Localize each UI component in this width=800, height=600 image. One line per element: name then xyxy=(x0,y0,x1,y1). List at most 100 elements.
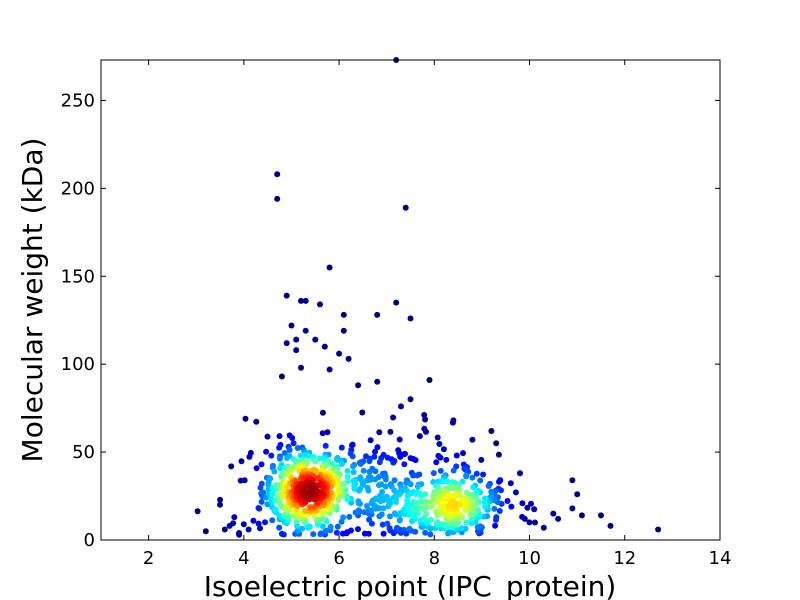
data-point xyxy=(289,435,296,441)
data-point xyxy=(485,483,492,489)
data-point xyxy=(350,463,356,470)
data-point xyxy=(221,526,228,533)
data-point xyxy=(302,327,309,334)
data-point xyxy=(378,511,385,518)
data-point xyxy=(319,409,326,416)
data-point xyxy=(348,527,354,534)
data-point xyxy=(492,522,499,529)
data-point xyxy=(430,496,437,503)
data-point xyxy=(422,491,429,498)
data-point xyxy=(283,292,290,299)
data-point xyxy=(276,455,283,462)
data-point xyxy=(437,467,444,474)
data-point xyxy=(426,377,433,383)
data-point xyxy=(478,456,485,463)
data-point xyxy=(283,340,290,347)
data-point xyxy=(433,459,440,466)
data-point xyxy=(293,347,300,354)
data-point xyxy=(274,195,281,202)
data-point xyxy=(598,512,604,519)
data-point xyxy=(217,501,223,508)
data-point xyxy=(387,428,394,435)
data-point xyxy=(578,512,585,519)
data-point xyxy=(526,519,533,526)
data-point xyxy=(269,517,276,524)
data-point xyxy=(319,463,326,470)
data-point xyxy=(407,396,414,403)
data-point xyxy=(357,460,364,467)
plot-frame xyxy=(100,59,721,541)
axis-ticks xyxy=(101,60,721,541)
data-point xyxy=(493,440,500,447)
data-point xyxy=(434,434,441,441)
data-point xyxy=(376,429,383,436)
data-point xyxy=(281,450,288,456)
data-point xyxy=(276,498,283,505)
data-point xyxy=(340,311,347,318)
data-point xyxy=(351,482,358,489)
data-point xyxy=(488,428,495,434)
data-point xyxy=(493,514,500,521)
data-point xyxy=(316,455,323,462)
data-point xyxy=(264,433,271,440)
data-point xyxy=(335,495,342,502)
data-point xyxy=(346,513,353,520)
data-point xyxy=(339,530,346,537)
data-point xyxy=(463,519,470,526)
data-point xyxy=(230,520,237,527)
data-point xyxy=(242,415,249,422)
data-point xyxy=(450,467,457,474)
data-point xyxy=(355,487,362,494)
data-point xyxy=(277,465,284,472)
data-point xyxy=(574,491,581,498)
data-point xyxy=(397,453,404,460)
data-point xyxy=(427,516,434,523)
data-point xyxy=(365,530,372,537)
data-point xyxy=(463,473,470,480)
y-tick-label: 0 xyxy=(84,530,95,551)
data-point xyxy=(495,451,502,458)
data-point xyxy=(488,488,495,495)
data-point xyxy=(477,477,484,484)
data-point xyxy=(423,510,430,517)
data-points xyxy=(194,57,662,538)
data-point xyxy=(481,499,488,506)
data-point xyxy=(528,500,534,507)
data-point xyxy=(274,171,281,178)
data-point xyxy=(217,496,224,503)
x-tick-label: 8 xyxy=(429,548,440,569)
data-point xyxy=(340,327,347,334)
data-point xyxy=(475,507,482,514)
data-point xyxy=(407,315,414,322)
data-point xyxy=(340,481,347,487)
data-point xyxy=(401,461,408,468)
data-point xyxy=(444,478,450,485)
data-point xyxy=(396,516,403,523)
data-point xyxy=(437,454,444,461)
data-point xyxy=(407,455,414,462)
data-point xyxy=(228,463,235,470)
data-point xyxy=(283,455,290,461)
data-point xyxy=(507,480,514,487)
data-point xyxy=(407,481,414,488)
data-point xyxy=(253,465,260,472)
data-point xyxy=(276,444,283,451)
y-tick-labels: 0 50 100 150 200 250 xyxy=(61,90,95,551)
data-point xyxy=(382,483,389,490)
data-point xyxy=(607,522,614,529)
data-point xyxy=(469,474,476,481)
data-point xyxy=(307,504,314,511)
data-point xyxy=(473,489,480,496)
y-axis-label: Molecular weight (kDa) xyxy=(16,138,49,463)
data-point xyxy=(272,506,279,513)
data-point xyxy=(241,477,248,484)
data-point xyxy=(298,364,304,371)
data-point xyxy=(372,468,379,475)
data-point xyxy=(322,527,329,534)
data-point xyxy=(382,476,389,483)
x-tick-label: 2 xyxy=(143,548,154,569)
data-point xyxy=(258,480,265,487)
data-point xyxy=(410,472,417,479)
data-point xyxy=(374,311,381,318)
